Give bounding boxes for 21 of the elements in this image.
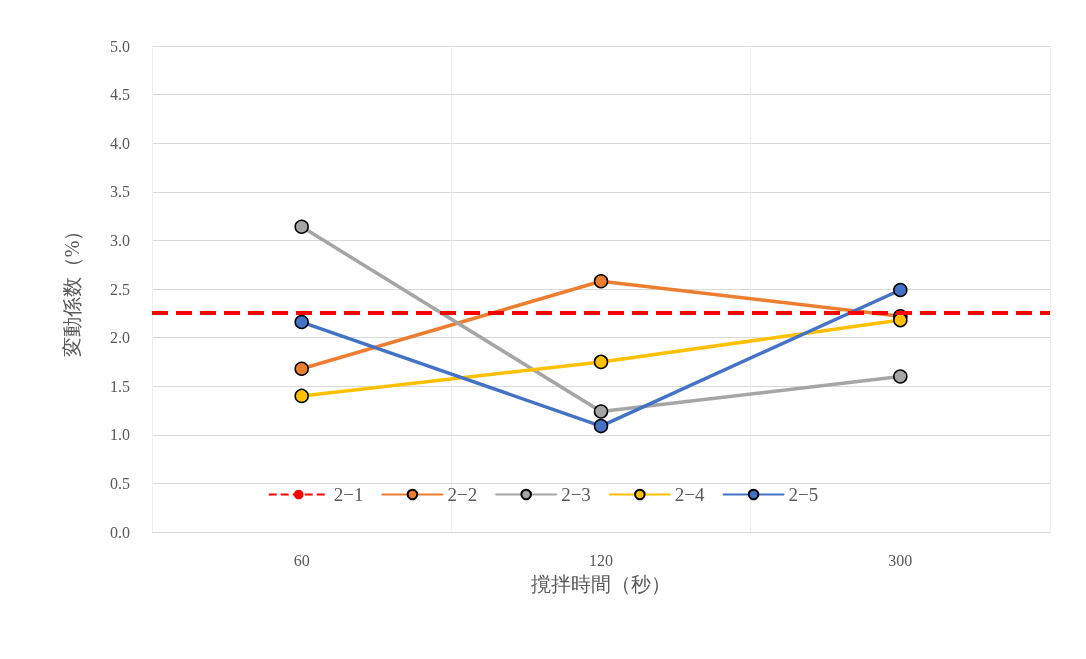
y-tick-label: 3.0 bbox=[110, 231, 130, 249]
y-tick-label: 0.5 bbox=[110, 474, 130, 492]
legend-label: 2−2 bbox=[447, 484, 478, 505]
y-tick-label: 5.0 bbox=[110, 37, 130, 55]
y-tick-label: 0.0 bbox=[110, 523, 130, 541]
x-tick-label: 300 bbox=[888, 551, 913, 569]
y-tick-label: 2.0 bbox=[110, 329, 130, 347]
y-tick-label: 3.5 bbox=[110, 183, 130, 201]
y-tick-label: 1.0 bbox=[110, 426, 130, 444]
y-axis-title: 変動係数（%） bbox=[61, 220, 83, 358]
x-tick-label: 120 bbox=[589, 551, 613, 569]
x-axis-title: 撹拌時間（秒） bbox=[531, 573, 671, 595]
legend-label: 2−3 bbox=[561, 484, 591, 505]
legend-label: 2−4 bbox=[674, 484, 706, 505]
y-tick-label: 4.5 bbox=[110, 86, 130, 104]
y-tick-label: 1.5 bbox=[110, 377, 130, 395]
y-tick-label: 2.5 bbox=[110, 280, 130, 298]
legend-label: 2−1 bbox=[333, 484, 364, 505]
legend-label: 2−5 bbox=[788, 484, 819, 505]
x-tick-label: 60 bbox=[293, 551, 310, 569]
y-tick-label: 4.0 bbox=[110, 134, 130, 152]
